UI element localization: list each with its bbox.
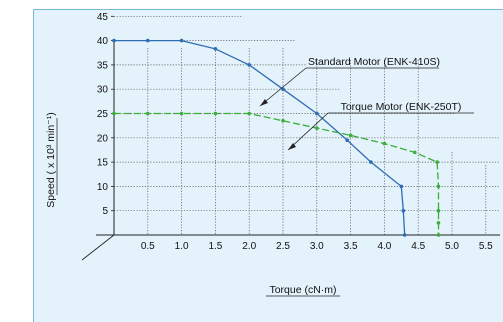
torque-motor-point [112, 111, 116, 116]
torque-motor-point [382, 141, 387, 146]
standard-motor-point [402, 233, 407, 237]
standard-motor-point [401, 208, 406, 213]
axes [81, 15, 500, 261]
y-tick-label: 35 [97, 60, 109, 71]
torque-motor-point [436, 233, 441, 237]
speed-torque-chart: 0.5 1.0 1.5 2.0 2.5 3.0 3.5 4.0 4.5 5.0 5.5 5 10 15 20… [45, 12, 500, 297]
x-tick-label: 0.5 [141, 241, 155, 252]
x-axis-label: Torque (cN·m) [269, 284, 336, 296]
x-tick-label: 5.0 [445, 241, 459, 252]
origin-diagonal [81, 234, 115, 261]
y-axis-label: Speed ( x 10³ min⁻¹) [45, 112, 57, 207]
horizontal-grid [114, 15, 500, 212]
y-tick-label: 40 [97, 36, 109, 47]
torque-motor-point [315, 126, 319, 130]
standard-motor-point [281, 87, 285, 91]
chart-panel: 0.5 1.0 1.5 2.0 2.5 3.0 3.5 4.0 4.5 5.0 5.5 5 10 15 20… [33, 9, 503, 322]
torque-motor-point [436, 184, 441, 189]
torque-motor-point [247, 111, 251, 116]
torque-motor-point [348, 133, 353, 138]
series-layer [112, 38, 441, 237]
standard-legend-arrowhead [260, 99, 268, 106]
x-tick-label: 1.0 [175, 241, 189, 252]
torque-legend-leader [287, 112, 329, 151]
y-tick-label: 10 [97, 182, 109, 193]
y-tick-label: 15 [97, 158, 109, 169]
y-tick-label: 45 [97, 12, 109, 23]
torque-motor-line [114, 112, 440, 235]
y-tick-label: 30 [97, 85, 109, 96]
torque-motor-point [281, 118, 285, 123]
standard-motor-point [315, 111, 319, 116]
standard-legend-leader [259, 67, 307, 107]
y-tick-label: 25 [97, 109, 109, 120]
x-tick-label: 3.0 [310, 241, 324, 252]
torque-motor-point [436, 221, 441, 225]
standard-motor-point [369, 160, 373, 164]
vertical-grid [147, 48, 487, 235]
torque-legend-label: Torque Motor (ENK-250T) [341, 101, 462, 113]
x-tick-label: 2.5 [276, 241, 290, 252]
torque-motor-point [213, 111, 218, 116]
x-tick-label: 1.5 [208, 241, 222, 252]
tick-labels: 0.5 1.0 1.5 2.0 2.5 3.0 3.5 4.0 4.5 5.0 5.5 5 10 15 20… [97, 12, 493, 252]
standard-motor-point [213, 47, 218, 51]
x-tick-label: 3.5 [344, 241, 358, 252]
standard-motor-line [114, 39, 406, 236]
torque-motor-point [413, 150, 417, 155]
standard-motor-point [112, 38, 116, 43]
standard-motor-point [146, 38, 150, 43]
standard-legend-label: Standard Motor (ENK-410S) [308, 56, 440, 68]
torque-motor-point [436, 208, 441, 213]
standard-motor-point [345, 138, 350, 143]
torque-motor-point [146, 111, 150, 116]
x-tick-label: 2.0 [242, 241, 256, 252]
y-tick-label: 20 [97, 133, 109, 144]
torque-motor-point [179, 111, 184, 116]
standard-motor-point [179, 38, 184, 43]
torque-motor-point [435, 160, 439, 164]
x-tick-label: 5.5 [479, 241, 493, 252]
x-tick-label: 4.5 [411, 241, 425, 252]
x-tick-label: 4.0 [377, 241, 391, 252]
torque-legend-arrowhead [288, 143, 296, 150]
standard-motor-point [247, 63, 251, 67]
standard-motor-point [399, 184, 404, 189]
y-tick-label: 5 [102, 206, 108, 217]
